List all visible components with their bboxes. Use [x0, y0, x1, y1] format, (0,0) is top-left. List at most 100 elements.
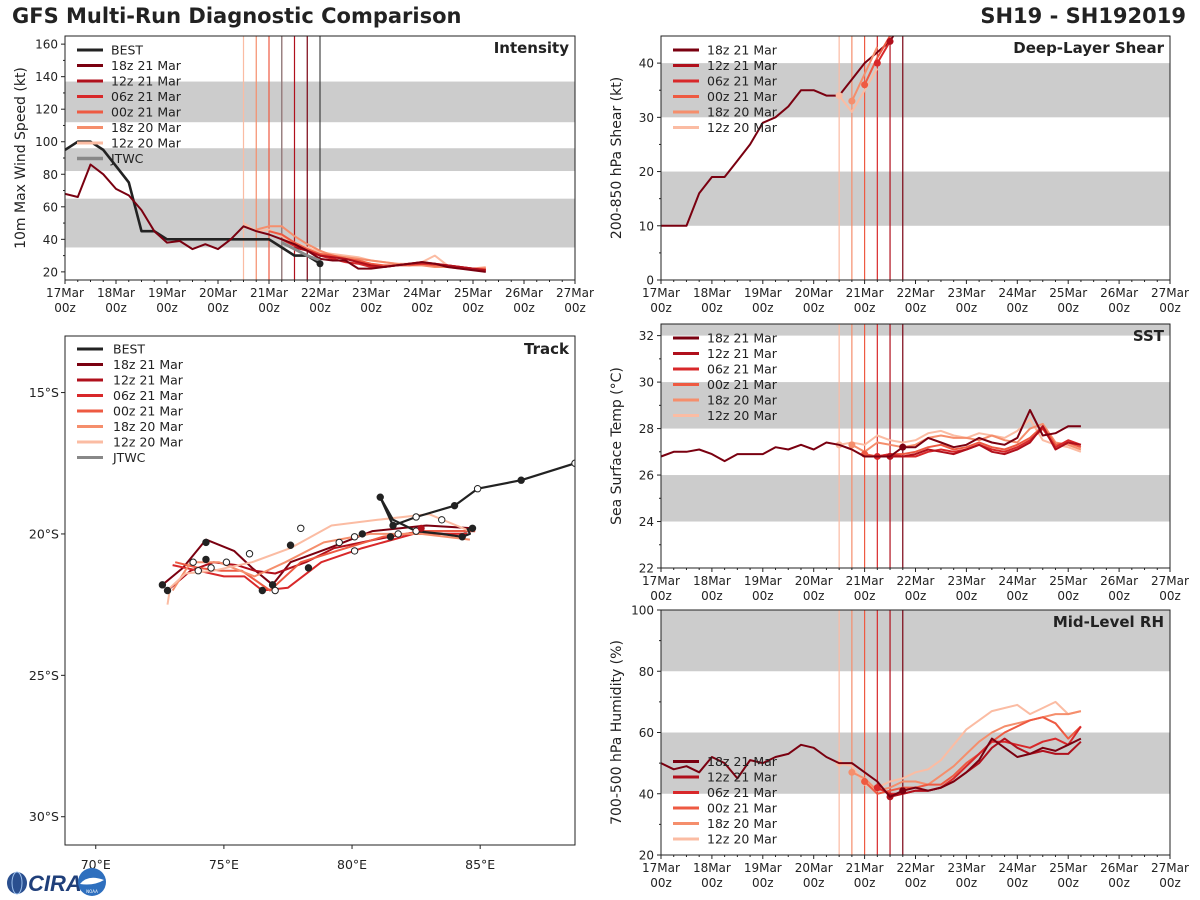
- legend-label-06z-21-mar: 06z 21 Mar: [707, 362, 778, 377]
- x-tick-label: 00z: [462, 301, 484, 315]
- x-tick-label: 00z: [752, 589, 774, 603]
- x-tick-label: 00z: [854, 876, 876, 890]
- threshold-band: [661, 324, 1170, 336]
- x-tick-label: 00z: [360, 301, 382, 315]
- x-tick-label: 00z: [1057, 876, 1079, 890]
- init-marker-06z-21-mar: [873, 59, 881, 67]
- x-tick-label: 23Mar: [352, 286, 390, 300]
- series-18z-21-mar: [65, 163, 486, 273]
- legend-label-12z-21-mar: 12z 21 Mar: [113, 373, 184, 388]
- track-point-12z-21-mar: [202, 555, 210, 564]
- x-tick-label: 00z: [701, 301, 723, 315]
- x-tick-label: 27Mar: [556, 286, 594, 300]
- track-point-18z-21-mar: [202, 538, 210, 547]
- track-point-12z-21-mar: [286, 541, 295, 549]
- plot-area: [661, 610, 1170, 855]
- legend-label-12z-20-mar: 12z 20 Mar: [707, 120, 778, 135]
- threshold-band: [661, 610, 1170, 672]
- x-tick-label: 80°E: [337, 857, 367, 872]
- track-point-00z-21-mar: [207, 564, 215, 572]
- y-axis-label: 200-850 hPa Shear (kt): [609, 77, 625, 239]
- legend-label-12z-20-mar: 12z 20 Mar: [707, 832, 778, 847]
- x-tick-label: 00z: [752, 301, 774, 315]
- x-tick-label: 20Mar: [795, 574, 833, 588]
- x-tick-label: 00z: [1007, 876, 1029, 890]
- y-tick-label: 40: [43, 233, 58, 247]
- y-tick-label: 28: [639, 422, 654, 436]
- init-marker-18z-21-mar: [899, 16, 906, 23]
- x-tick-label: 75°E: [209, 857, 239, 872]
- y-tick-label: 30: [639, 376, 654, 390]
- x-tick-label: 00z: [105, 301, 127, 315]
- x-tick-label: 00z: [752, 876, 774, 890]
- x-tick-label: 00z: [803, 589, 825, 603]
- axes-frame: [64, 335, 576, 846]
- figure-title: GFS Multi-Run Diagnostic Comparison: [12, 4, 462, 28]
- track-point-18z-20-mar: [394, 530, 402, 538]
- legend-label-18z-21-mar: 18z 21 Mar: [111, 58, 182, 73]
- x-tick-label: 21Mar: [250, 286, 288, 300]
- x-tick-label: 17Mar: [46, 286, 84, 300]
- x-tick-label: 00z: [207, 301, 229, 315]
- threshold-band: [661, 171, 1170, 226]
- x-tick-label: 00z: [1159, 876, 1181, 890]
- series-18z-20-mar: [851, 422, 1082, 453]
- x-tick-label: 70°E: [81, 857, 111, 872]
- x-tick-label: 00z: [650, 589, 672, 603]
- track-point-best: [517, 476, 525, 484]
- x-tick-label: 00z: [701, 876, 723, 890]
- init-marker-12z-21-mar: [886, 37, 894, 45]
- x-tick-label: 00z: [803, 876, 825, 890]
- y-tick-label: 20°S: [29, 526, 59, 541]
- y-tick-label: 15°S: [29, 385, 59, 400]
- y-tick-label: 140: [35, 70, 58, 84]
- y-tick-label: 22: [639, 562, 654, 576]
- cira-logo-text: CIRA: [28, 871, 82, 896]
- track-point-18z-20-mar: [222, 558, 231, 566]
- x-tick-label: 00z: [1159, 589, 1181, 603]
- y-tick-label: 24: [639, 515, 654, 529]
- track-point-00z-21-mar: [350, 547, 359, 555]
- y-tick-label: 60: [639, 726, 654, 740]
- series-18z-21-mar: [661, 409, 1081, 463]
- x-tick-label: 20Mar: [795, 286, 833, 300]
- track-init-marker: [417, 524, 425, 532]
- y-tick-label: 20: [639, 165, 654, 179]
- y-axis-label: 700-500 hPa Humidity (%): [609, 640, 625, 825]
- x-tick-label: 00z: [956, 876, 978, 890]
- legend-label-00z-21-mar: 00z 21 Mar: [707, 801, 778, 816]
- x-tick-label: 24Mar: [998, 861, 1036, 875]
- plot-area: [661, 324, 1170, 568]
- legend-label-12z-20-mar: 12z 20 Mar: [113, 435, 184, 450]
- series-18z-20-mar: [850, 46, 879, 102]
- y-tick-label: 80: [43, 168, 58, 182]
- x-tick-label: 00z: [956, 589, 978, 603]
- x-tick-label: 00z: [854, 589, 876, 603]
- legend-label-18z-20-mar: 18z 20 Mar: [113, 419, 184, 434]
- legend-label-00z-21-mar: 00z 21 Mar: [707, 89, 778, 104]
- x-tick-label: 00z: [1007, 589, 1029, 603]
- track-point-best: [450, 501, 459, 510]
- x-tick-label: 25Mar: [1049, 286, 1087, 300]
- x-tick-label: 00z: [803, 301, 825, 315]
- x-tick-label: 21Mar: [846, 574, 884, 588]
- init-marker-18z-21-mar: [899, 787, 907, 795]
- legend-label-12z-20-mar: 12z 20 Mar: [707, 408, 778, 423]
- y-tick-label: 25°S: [29, 668, 59, 683]
- track-point-18z-21-mar: [468, 524, 477, 532]
- x-tick-label: 22Mar: [897, 286, 935, 300]
- globe-icon: [7, 872, 27, 894]
- x-tick-label: 17Mar: [642, 861, 680, 875]
- x-tick-label: 00z: [1057, 589, 1079, 603]
- x-tick-label: 00z: [54, 301, 76, 315]
- series-12z-21-mar: [890, 425, 1082, 458]
- legend-label-12z-21-mar: 12z 21 Mar: [707, 346, 778, 361]
- legend-label-12z-21-mar: 12z 21 Mar: [707, 58, 778, 73]
- y-tick-label: 40: [639, 787, 654, 801]
- legend-label-00z-21-mar: 00z 21 Mar: [111, 105, 182, 120]
- legend-label-18z-20-mar: 18z 20 Mar: [111, 120, 182, 135]
- x-tick-label: 21Mar: [846, 286, 884, 300]
